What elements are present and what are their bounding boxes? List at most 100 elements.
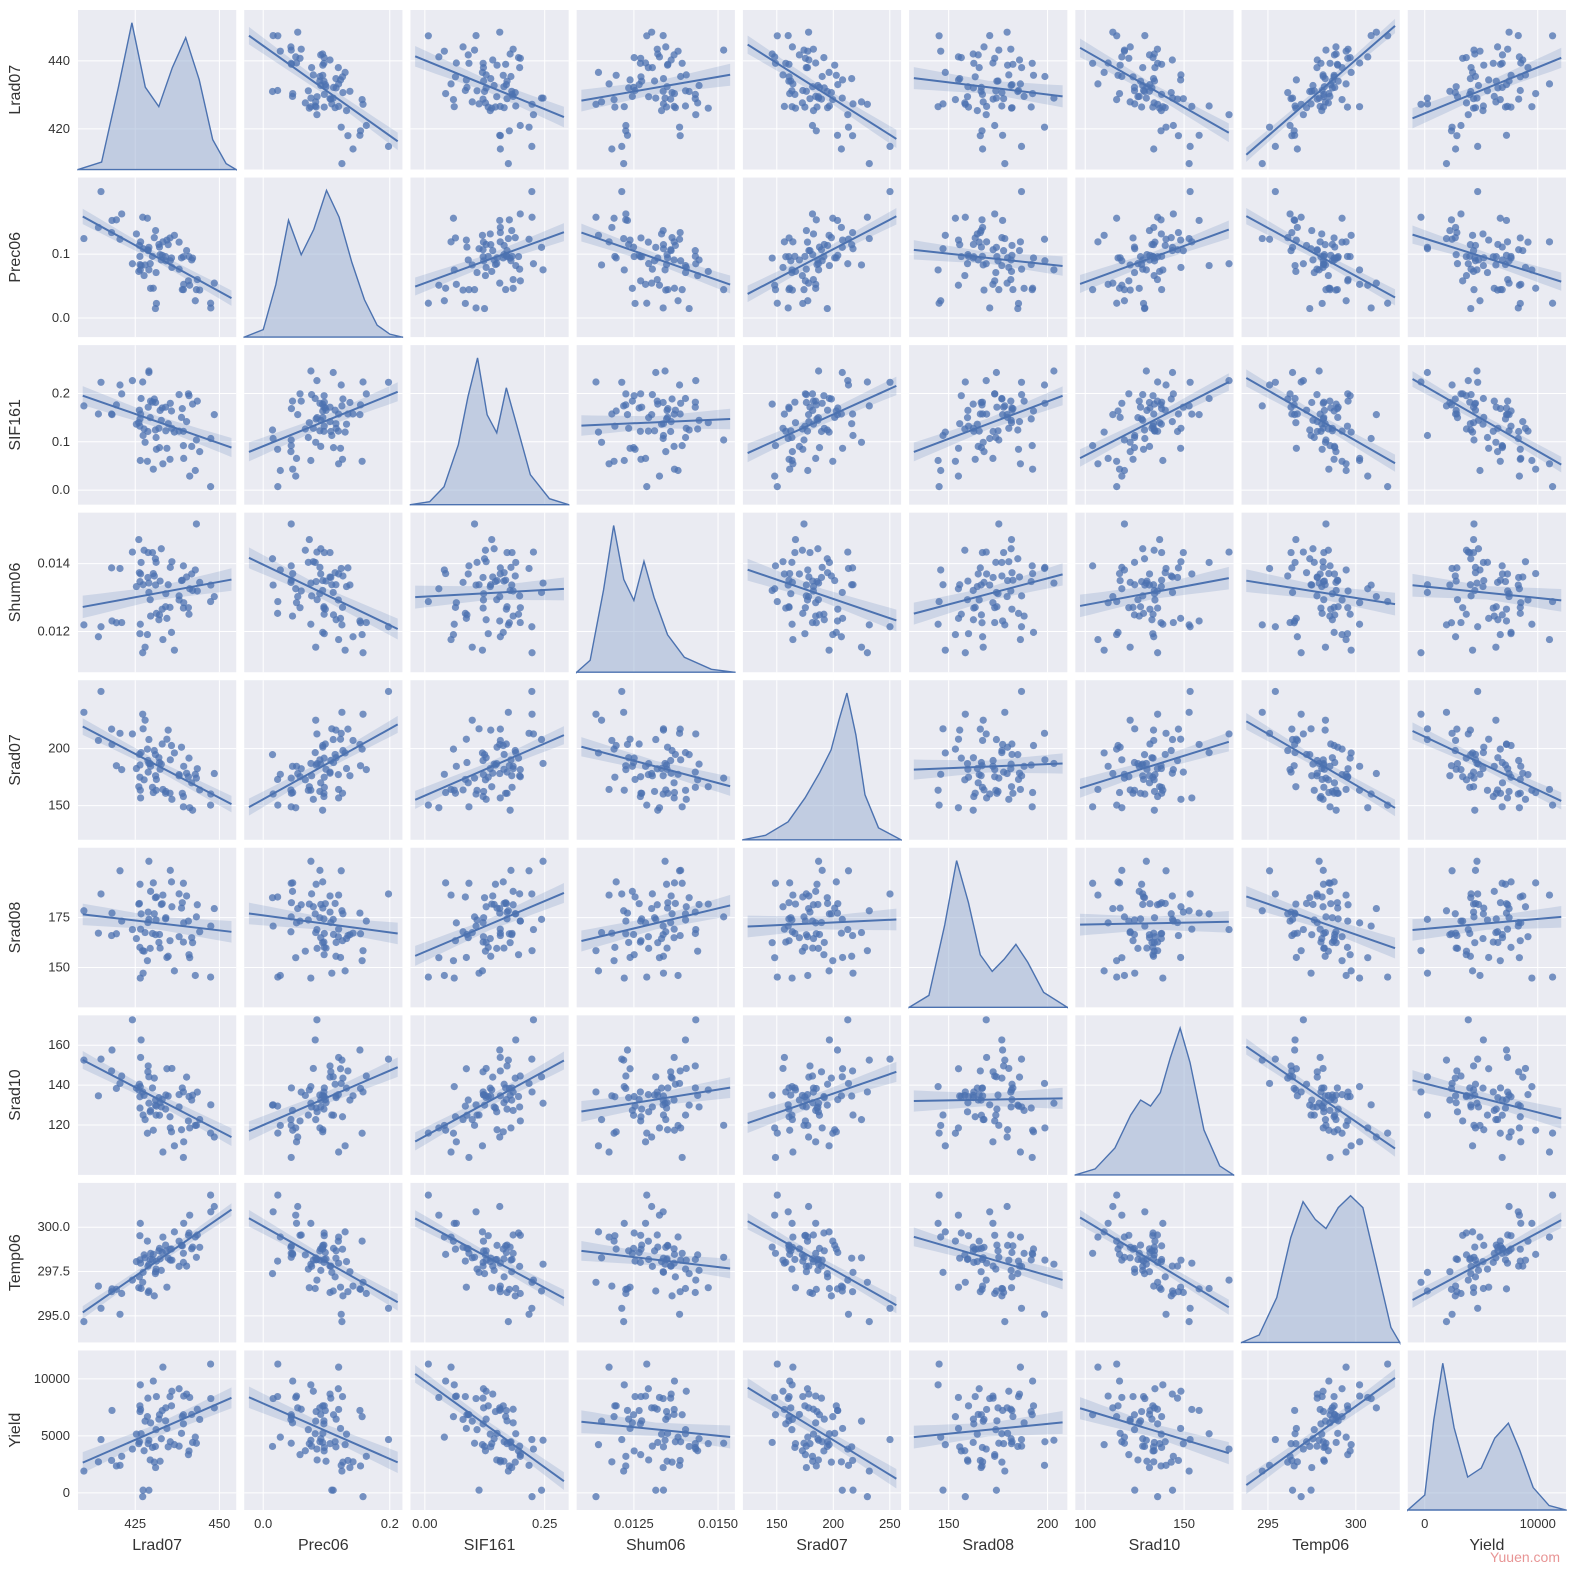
- cell-Yield-Lrad07: 425450Lrad070500010000Yield: [7, 1350, 236, 1554]
- cell-Srad10-SIF161: [410, 1015, 568, 1175]
- y-tick-label: 10000: [34, 1371, 70, 1386]
- cell-Shum06-Shum06: [577, 513, 735, 673]
- y-axis-title: Temp06: [7, 1234, 24, 1291]
- y-tick-label: 0: [63, 1485, 70, 1500]
- cell-Lrad07-Srad08: [909, 10, 1067, 170]
- x-axis-title: SIF161: [464, 1537, 516, 1554]
- cell-SIF161-Temp06: [1242, 345, 1400, 505]
- cell-SIF161-Prec06: [244, 345, 402, 505]
- x-axis-title: Shum06: [626, 1537, 686, 1554]
- x-axis-title: Prec06: [298, 1537, 349, 1554]
- y-tick-label: 300.0: [37, 1219, 70, 1234]
- cell-Srad10-Srad07: [743, 1015, 901, 1175]
- x-tick-label: 0.0150: [698, 1516, 738, 1531]
- cell-Lrad07-Temp06: [1242, 10, 1400, 170]
- cell-Prec06-Shum06: [577, 178, 735, 338]
- cell-Srad08-Yield: [1408, 848, 1566, 1008]
- x-tick-label: 0.25: [532, 1516, 557, 1531]
- cell-Temp06-Temp06: [1242, 1183, 1400, 1343]
- y-tick-label: 200: [48, 741, 70, 756]
- cell-Shum06-SIF161: [410, 513, 568, 673]
- cell-Srad10-Yield: [1408, 1015, 1566, 1175]
- cell-Yield-Prec06: 0.0 0.2 Prec06: [244, 1350, 402, 1554]
- y-tick-label: 0.2: [52, 385, 70, 400]
- x-tick-label: 425: [124, 1516, 146, 1531]
- cell-Prec06-Yield: [1408, 178, 1566, 338]
- cell-Prec06-Srad08: [909, 178, 1067, 338]
- x-tick-label: 300: [1345, 1516, 1367, 1531]
- cell-Temp06-Yield: [1408, 1183, 1566, 1343]
- x-tick-label: 0.0: [254, 1516, 272, 1531]
- cell-Lrad07-Srad10: [1075, 10, 1233, 170]
- cell-Yield-SIF161: 0.000.25SIF161: [410, 1350, 568, 1554]
- cell-Temp06-Srad08: [909, 1183, 1067, 1343]
- cell-Lrad07-Prec06: [244, 10, 402, 170]
- y-tick-label: 140: [48, 1077, 70, 1092]
- y-tick-label: 150: [48, 959, 70, 974]
- x-axis-title: Srad10: [1129, 1537, 1181, 1554]
- cell-Lrad07-Shum06: [577, 10, 735, 170]
- x-axis-title: Srad08: [962, 1537, 1014, 1554]
- y-axis-title: SIF161: [7, 399, 24, 451]
- cell-Yield-Srad10: 100150Srad10: [1074, 1350, 1233, 1554]
- cell-Shum06-Srad08: [909, 513, 1067, 673]
- cell-Srad07-SIF161: [410, 680, 568, 840]
- cell-Lrad07-Lrad07: 420440Lrad07: [7, 10, 236, 170]
- x-axis-title: Srad07: [796, 1537, 848, 1554]
- cell-SIF161-Lrad07: 0.00.10.2SIF161: [7, 345, 236, 505]
- watermark: Yuuen.com: [1490, 1549, 1560, 1565]
- cell-Shum06-Srad07: [743, 513, 901, 673]
- y-axis-title: Shum06: [7, 563, 24, 623]
- y-tick-label: 0.012: [37, 623, 70, 638]
- x-tick-label: 150: [938, 1516, 960, 1531]
- cell-Srad10-Prec06: [244, 1015, 402, 1175]
- cell-Lrad07-SIF161: [410, 10, 568, 170]
- cell-Srad07-Srad07: [743, 680, 901, 840]
- x-tick-label: 100: [1074, 1516, 1096, 1531]
- cell-Srad07-Prec06: [244, 680, 402, 840]
- y-tick-label: 0.1: [52, 434, 70, 449]
- cell-SIF161-Srad08: [909, 345, 1067, 505]
- cell-Srad07-Lrad07: 150200Srad07: [7, 680, 236, 840]
- cell-Srad10-Shum06: [577, 1015, 735, 1175]
- y-axis-title: Srad08: [7, 902, 24, 954]
- cell-Yield-Srad08: 150 200 Srad08: [909, 1350, 1067, 1554]
- cell-Temp06-Shum06: [577, 1183, 735, 1343]
- y-tick-label: 0.1: [52, 246, 70, 261]
- x-tick-label: 150: [766, 1516, 788, 1531]
- pairplot-container: 420440Lrad070.00.1Prec060.00.10.2SIF1610…: [0, 0, 1578, 1578]
- y-tick-label: 120: [48, 1117, 70, 1132]
- cell-Temp06-SIF161: [410, 1183, 568, 1343]
- x-tick-label: 0: [1421, 1516, 1428, 1531]
- cell-Shum06-Yield: [1408, 513, 1566, 673]
- x-tick-label: 200: [1037, 1516, 1059, 1531]
- y-tick-label: 150: [48, 798, 70, 813]
- y-tick-label: 160: [48, 1037, 70, 1052]
- cell-Srad07-Yield: [1408, 680, 1566, 840]
- cell-Yield-Srad07: 150200250Srad07: [743, 1350, 901, 1554]
- x-tick-label: 10000: [1520, 1516, 1556, 1531]
- y-tick-label: 175: [48, 910, 70, 925]
- cell-Srad08-Temp06: [1242, 848, 1400, 1008]
- cell-Yield-Temp06: 295300Temp06: [1242, 1350, 1400, 1554]
- cell-Temp06-Lrad07: 295.0297.5300.0Temp06: [7, 1183, 236, 1343]
- cell-Temp06-Prec06: [244, 1183, 402, 1343]
- x-tick-label: 200: [822, 1516, 844, 1531]
- cell-Temp06-Srad10: [1075, 1183, 1233, 1343]
- y-axis-title: Yield: [7, 1413, 24, 1448]
- pairplot-svg: 420440Lrad070.00.1Prec060.00.10.2SIF1610…: [0, 0, 1578, 1578]
- y-axis-title: Prec06: [7, 232, 24, 283]
- cell-Shum06-Temp06: [1242, 513, 1400, 673]
- cell-Prec06-SIF161: [410, 178, 568, 338]
- x-tick-label: 450: [209, 1516, 231, 1531]
- cell-Yield-Shum06: 0.01250.0150Shum06: [577, 1350, 738, 1554]
- y-tick-label: 295.0: [37, 1308, 70, 1323]
- cell-Yield-Yield: 010000Yield: [1408, 1350, 1566, 1554]
- y-tick-label: 0.014: [37, 556, 70, 571]
- cell-SIF161-SIF161: [410, 345, 568, 505]
- cell-Shum06-Srad10: [1075, 513, 1233, 673]
- cell-Shum06-Prec06: [244, 513, 402, 673]
- y-tick-label: 440: [48, 53, 70, 68]
- x-tick-label: 0.2: [381, 1516, 399, 1531]
- cell-Srad10-Srad08: [909, 1015, 1067, 1175]
